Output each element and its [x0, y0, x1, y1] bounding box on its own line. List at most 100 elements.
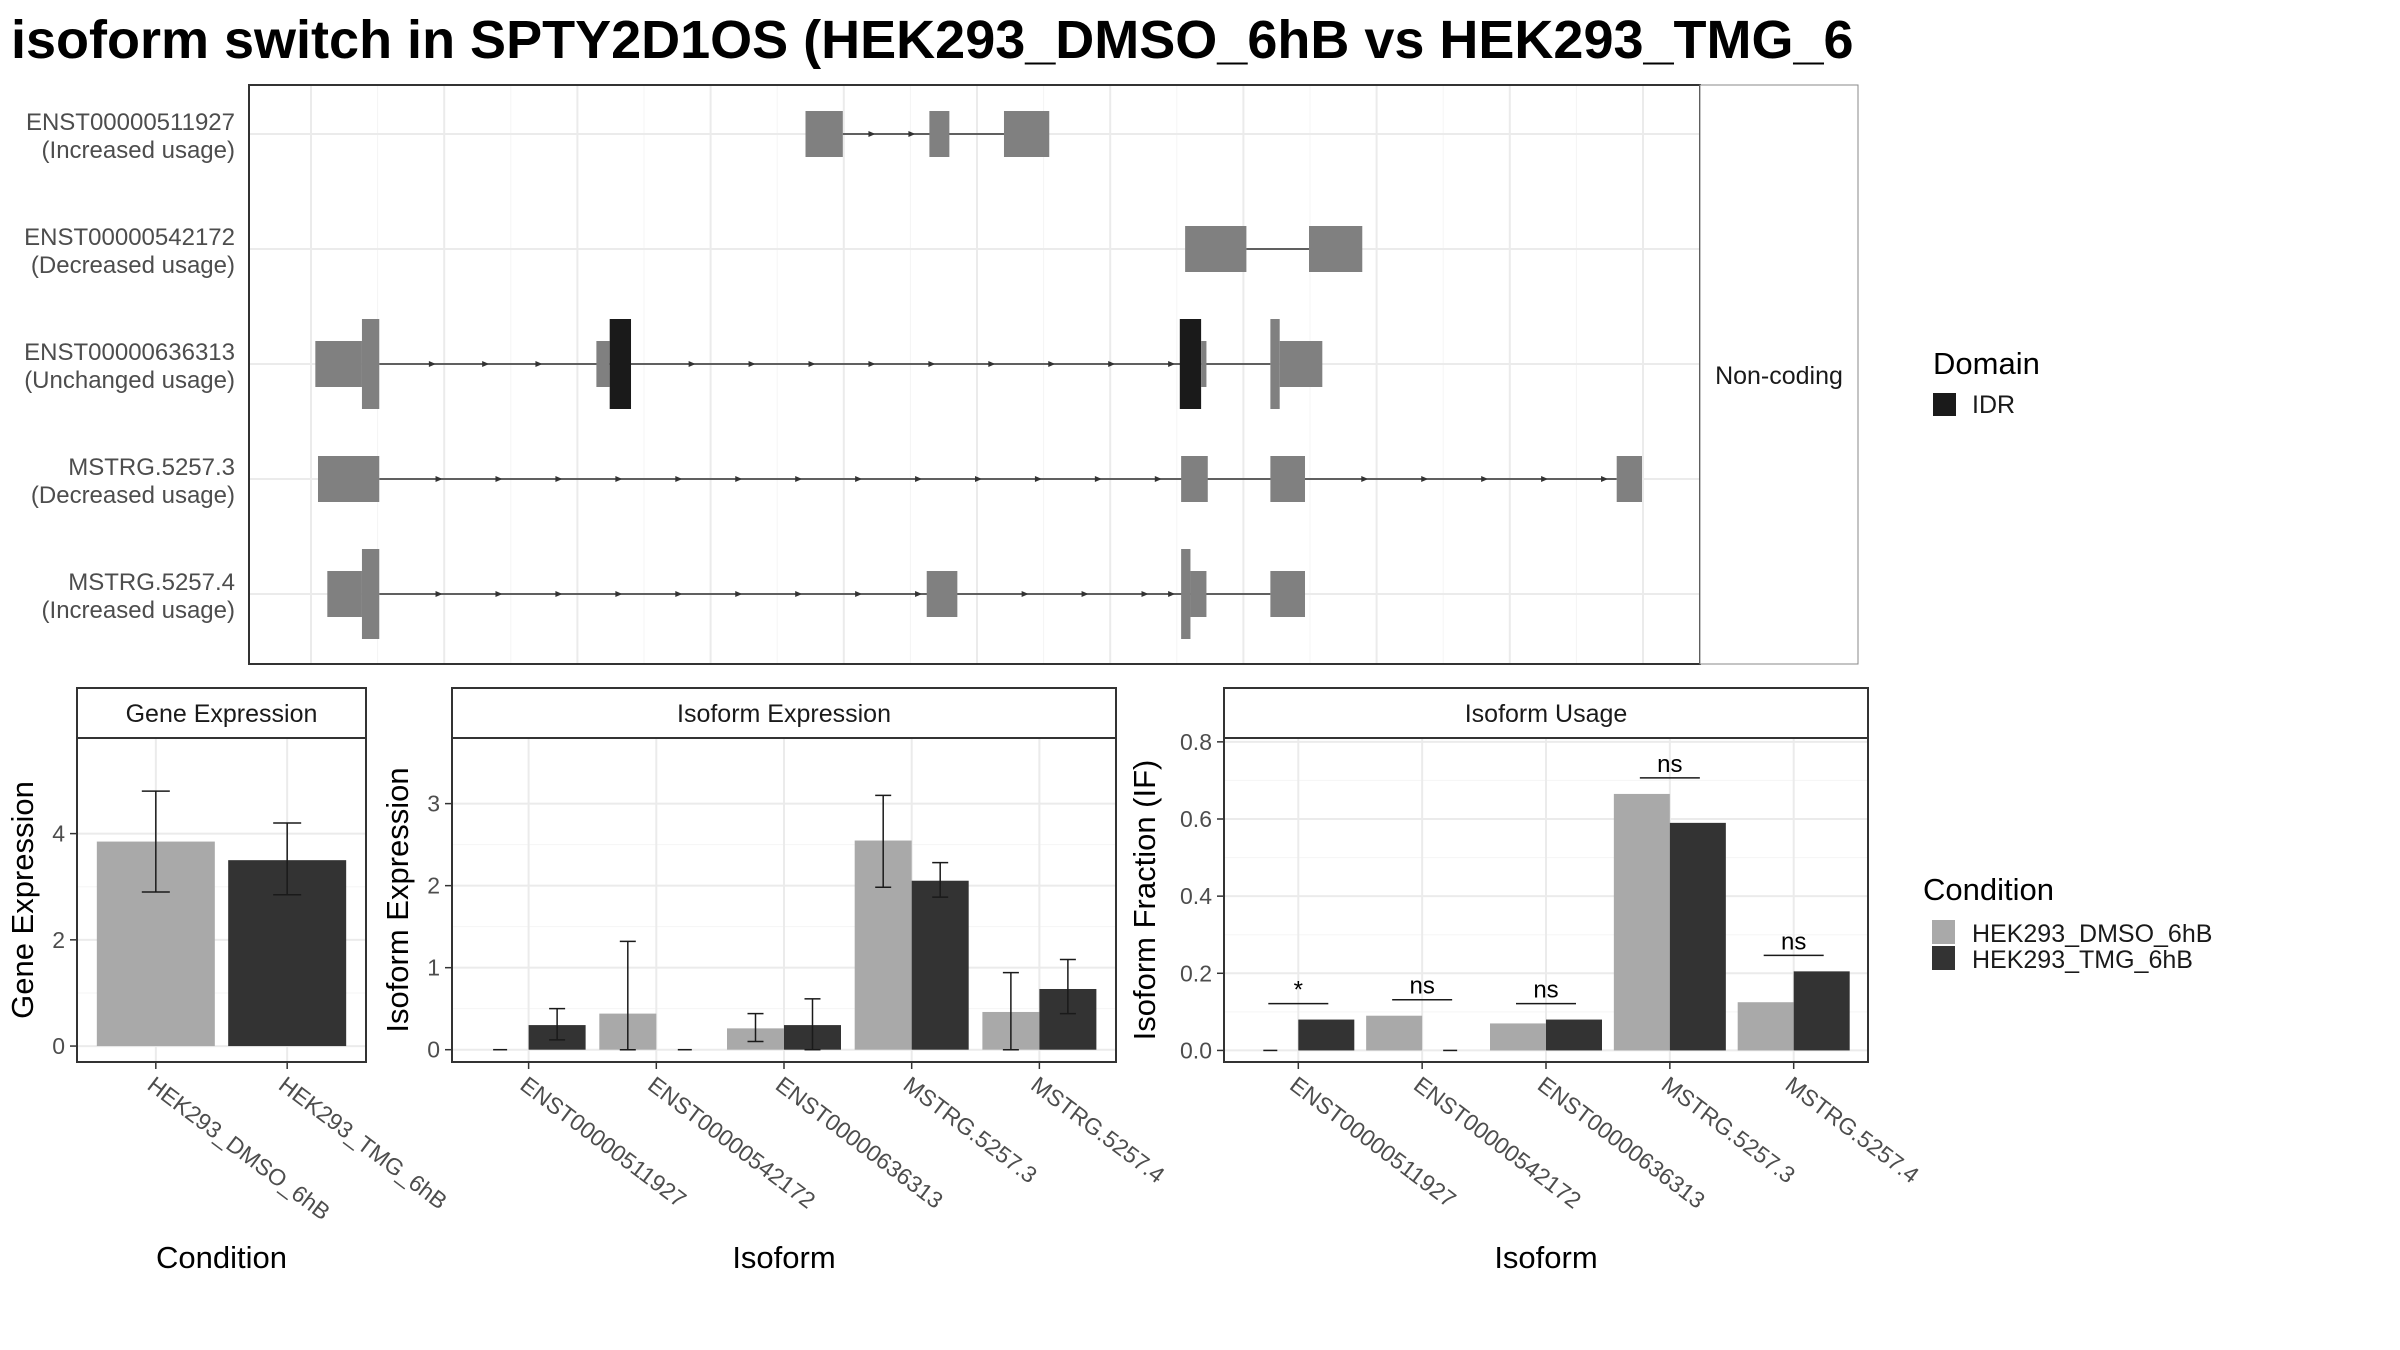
x-axis-title: Isoform — [1494, 1240, 1597, 1275]
y-tick-label: 0.4 — [1180, 883, 1212, 909]
exon-block — [1190, 571, 1207, 617]
structure-panel-background — [249, 85, 1700, 664]
condition-legend-key-dmso — [1932, 920, 1955, 944]
bar — [1613, 793, 1670, 1051]
intron-direction-arrow — [1541, 476, 1549, 482]
transcript-track — [805, 111, 1050, 157]
exon-block — [1003, 111, 1050, 157]
isoform-usage-panel: * ns nsnsns0.00.20.40.60.8ENST00000511927E… — [1127, 687, 1924, 1275]
x-tick-label: MSTRG.5257.3 — [899, 1071, 1042, 1188]
panel-strip-title: Isoform Usage — [1465, 700, 1628, 728]
intron-direction-arrow — [675, 591, 683, 597]
isoform-expression-panel: 0123ENST00000511927ENST00000542172ENST00… — [380, 687, 1170, 1275]
intron-direction-arrow — [1601, 476, 1609, 482]
structure-strip — [1699, 84, 1859, 665]
condition-legend-title: Condition — [1923, 872, 2054, 907]
exon-block — [1616, 456, 1643, 502]
condition-legend-label-dmso: HEK293_DMSO_6hB — [1972, 920, 2212, 948]
exon-block — [1270, 571, 1306, 617]
intron-direction-arrow — [868, 361, 876, 367]
condition-legend-key-tmg — [1932, 946, 1955, 970]
panel-strip — [1223, 687, 1869, 739]
x-tick-label: MSTRG.5257.4 — [1026, 1071, 1169, 1188]
transcript-track — [315, 319, 1323, 409]
bar — [911, 880, 969, 1050]
intron-direction-arrow — [615, 476, 623, 482]
significance-label: * — [1294, 977, 1303, 1004]
panel-strip — [451, 687, 1117, 739]
intron-direction-arrow — [1421, 476, 1429, 482]
intron-direction-arrow — [928, 361, 936, 367]
y-tick-label: 2 — [427, 873, 440, 899]
intron-direction-arrow — [555, 591, 563, 597]
intron-direction-arrow — [855, 591, 863, 597]
exon-block — [317, 456, 380, 502]
coding-exon-block — [1181, 549, 1191, 639]
intron-direction-arrow — [1481, 476, 1489, 482]
intron-direction-arrow — [1081, 591, 1089, 597]
coding-exon-block — [361, 549, 380, 639]
domain-legend-key-idr — [1933, 393, 1956, 416]
transcript-usage-label: (Increased usage) — [42, 597, 235, 624]
exon-block — [1201, 341, 1207, 387]
transcript-track — [327, 549, 1306, 639]
transcript-name-label: ENST00000511927 — [26, 109, 235, 136]
intron-direction-arrow — [495, 476, 503, 482]
intron-direction-arrow — [1141, 591, 1149, 597]
significance-label: ns — [1657, 751, 1682, 778]
structure-strip-label: Non-coding — [1715, 362, 1843, 390]
bar — [1366, 1015, 1423, 1051]
x-tick-label: MSTRG.5257.4 — [1781, 1071, 1924, 1188]
transcript-name-label: MSTRG.5257.3 — [68, 454, 235, 481]
intron-direction-arrow — [1048, 361, 1056, 367]
y-tick-label: 0.6 — [1180, 806, 1212, 832]
idr-domain-block — [609, 319, 632, 409]
transcript-name-label: ENST00000636313 — [24, 339, 235, 366]
intron-direction-arrow — [915, 591, 923, 597]
intron-direction-arrow — [1361, 476, 1369, 482]
bar — [1737, 1002, 1794, 1051]
exon-block — [1270, 456, 1306, 502]
intron-direction-arrow — [555, 476, 563, 482]
intron-direction-arrow — [908, 131, 916, 137]
exon-block — [1181, 456, 1208, 502]
intron-direction-arrow — [748, 361, 756, 367]
y-tick-label: 0.8 — [1180, 729, 1212, 755]
intron-direction-arrow — [735, 476, 743, 482]
intron-direction-arrow — [988, 361, 996, 367]
bar — [1546, 1019, 1602, 1051]
intron-direction-arrow — [1168, 591, 1176, 597]
intron-direction-arrow — [1108, 361, 1116, 367]
exon-block — [1185, 226, 1247, 272]
exon-block — [805, 111, 843, 157]
exon-block — [929, 111, 950, 157]
y-axis-title: Isoform Fraction (IF) — [1127, 760, 1162, 1041]
intron-direction-arrow — [535, 361, 543, 367]
transcript-usage-label: (Decreased usage) — [31, 482, 235, 509]
bar — [1490, 1023, 1546, 1051]
bar — [1669, 822, 1726, 1051]
panel-strip — [76, 687, 367, 739]
y-tick-label: 0 — [52, 1033, 65, 1059]
transcript-usage-label: (Decreased usage) — [31, 252, 235, 279]
intron-direction-arrow — [688, 361, 696, 367]
transcript-track — [317, 456, 1643, 502]
transcript-usage-label: (Unchanged usage) — [24, 367, 235, 394]
intron-direction-arrow — [795, 476, 803, 482]
y-tick-label: 0.0 — [1180, 1037, 1212, 1063]
bar — [1793, 971, 1850, 1051]
intron-direction-arrow — [428, 361, 436, 367]
x-axis-title: Isoform — [732, 1240, 835, 1275]
significance-label: ns — [1533, 977, 1558, 1004]
intron-direction-arrow — [855, 476, 863, 482]
y-axis-title: Isoform Expression — [380, 767, 415, 1032]
exon-block — [926, 571, 958, 617]
transcript-name-label: MSTRG.5257.4 — [68, 569, 235, 596]
coding-exon-block — [1270, 319, 1280, 409]
exon-block — [1279, 341, 1323, 387]
x-axis-title: Condition — [156, 1240, 287, 1275]
domain-legend: Domain IDR — [1933, 346, 2040, 419]
y-tick-label: 4 — [52, 821, 65, 847]
